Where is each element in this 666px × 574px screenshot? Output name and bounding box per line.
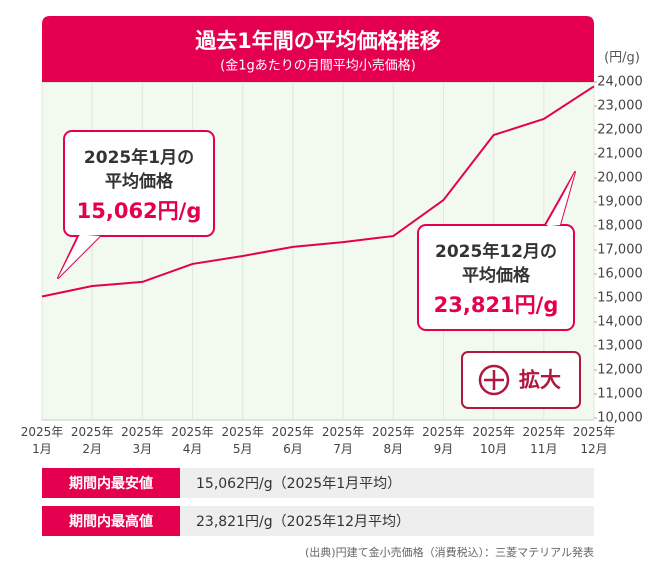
callout-text: 平均価格 [462, 265, 531, 286]
x-tick-label: 2025年 1月 [21, 425, 64, 456]
y-tick-label: 24,000 [597, 75, 643, 90]
chart-title: 過去1年間の平均価格推移 [195, 29, 441, 53]
callout-text: 平均価格 [105, 171, 174, 192]
button-label[interactable]: 拡大 [519, 368, 561, 392]
y-tick-label: 20,000 [597, 171, 643, 186]
callout-box [63, 130, 215, 237]
x-tick-label: 2025年 4月 [171, 425, 214, 456]
y-tick-label: 19,000 [597, 195, 643, 210]
summary-label-cell [42, 468, 180, 498]
x-tick-label: 2025年 9月 [422, 425, 465, 456]
callout-box [417, 224, 575, 331]
y-tick-label: 17,000 [597, 243, 643, 258]
callout-text: 2025年12月の [435, 241, 557, 262]
chart-subtitle: (金1gあたりの月間平均小売価格) [220, 58, 416, 74]
y-tick-label: 13,000 [597, 339, 643, 354]
callout-value: 23,821円/g [434, 293, 559, 317]
y-tick-label: 23,000 [597, 99, 643, 114]
summary-value: 23,821円/g（2025年12月平均） [196, 514, 410, 530]
x-tick-label: 2025年 8月 [372, 425, 415, 456]
y-unit: (円/g) [604, 51, 640, 66]
y-tick-label: 18,000 [597, 219, 643, 234]
zoom-button[interactable]: 拡大 [461, 351, 581, 409]
x-tick-label: 2025年 10月 [472, 425, 515, 456]
y-tick-label: 14,000 [597, 315, 643, 330]
summary-label-cell [42, 506, 180, 536]
summary-label: 期間内最安値 [69, 475, 153, 492]
callout-pointer-cover [58, 234, 100, 278]
source: (出典)円建て金小売価格（消費税込）：三菱マテリアル発表 [305, 545, 594, 559]
y-tick-label: 12,000 [597, 363, 643, 378]
summary-value-cell [180, 506, 594, 536]
y-tick-label: 11,000 [597, 387, 643, 402]
summary-value-cell [180, 468, 594, 498]
header [42, 16, 594, 82]
x-tick-label: 2025年 12月 [573, 425, 616, 456]
x-tick-label: 2025年 7月 [322, 425, 365, 456]
x-tick-label: 2025年 5月 [221, 425, 264, 456]
y-tick-label: 16,000 [597, 267, 643, 282]
line [41, 85, 595, 298]
x-tick-label: 2025年 2月 [71, 425, 114, 456]
y-tick-label: 21,000 [597, 147, 643, 162]
summary-label: 期間内最高値 [69, 513, 153, 530]
y-tick-label: 10,000 [597, 411, 643, 426]
y-tick-label: 15,000 [597, 291, 643, 306]
x-tick-label: 2025年 11月 [523, 425, 566, 456]
plus-icon [484, 370, 504, 390]
x-tick-label: 2025年 6月 [272, 425, 315, 456]
callout-text: 2025年1月の [84, 147, 194, 168]
y-tick-label: 22,000 [597, 123, 643, 138]
plus-icon [478, 364, 510, 396]
callout-pointer-cover [547, 172, 575, 227]
summary-value: 15,062円/g（2025年1月平均） [196, 476, 401, 492]
x-tick-label: 2025年 3月 [121, 425, 164, 456]
callout-value: 15,062円/g [77, 199, 202, 223]
